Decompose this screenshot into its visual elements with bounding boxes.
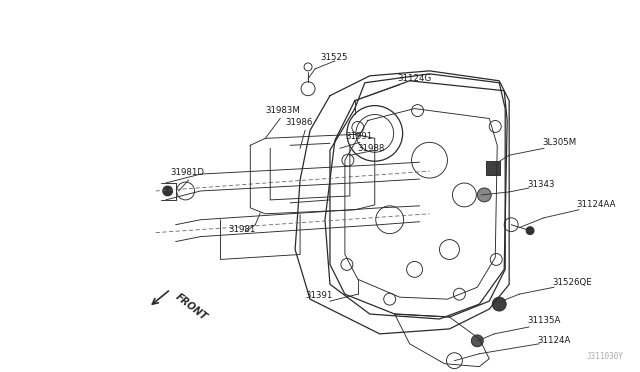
Text: 31991: 31991 [345, 132, 372, 141]
Circle shape [477, 188, 492, 202]
Text: FRONT: FRONT [173, 291, 209, 322]
Text: J311030Y: J311030Y [587, 352, 623, 361]
Text: 31526QE: 31526QE [552, 278, 592, 287]
Text: 31986: 31986 [285, 118, 312, 127]
Text: 31343: 31343 [527, 180, 555, 189]
Text: 31981: 31981 [228, 225, 256, 234]
Circle shape [526, 227, 534, 235]
Circle shape [492, 297, 506, 311]
Circle shape [163, 186, 173, 196]
Circle shape [471, 335, 483, 347]
Text: 31124AA: 31124AA [577, 201, 616, 209]
Text: 31135A: 31135A [527, 317, 561, 326]
Text: 31988: 31988 [358, 144, 385, 153]
Text: 3L305M: 3L305M [542, 138, 576, 147]
Text: 31983M: 31983M [265, 106, 300, 115]
Text: 31124G: 31124G [397, 74, 432, 83]
Text: 31124A: 31124A [537, 336, 570, 345]
Bar [486, 161, 500, 175]
Text: 31391: 31391 [305, 291, 332, 300]
Text: 31525: 31525 [320, 54, 348, 62]
Text: 31981D: 31981D [171, 168, 205, 177]
